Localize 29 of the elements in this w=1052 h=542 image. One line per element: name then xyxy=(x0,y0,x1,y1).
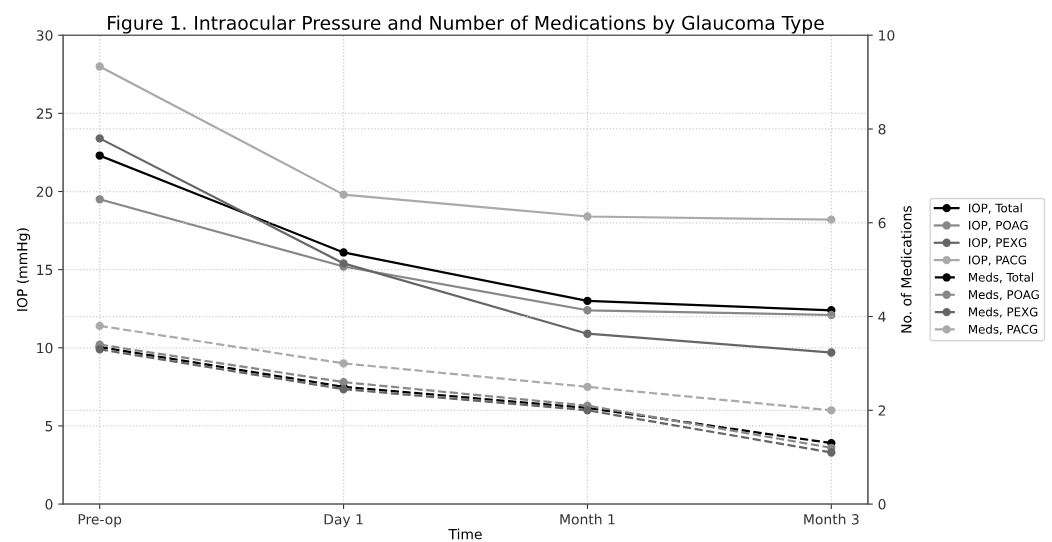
legend-label: Meds, POAG xyxy=(969,289,1039,301)
y-tick-label: 10 xyxy=(37,342,53,354)
legend-label: IOP, Total xyxy=(969,203,1022,214)
y-tick-label: 25 xyxy=(36,108,53,119)
y2-axis-title: No. of Medications xyxy=(900,206,912,333)
y-tick-label: 0 xyxy=(45,499,53,510)
y2-tick-label: 10 xyxy=(879,30,895,41)
x-axis-title: Time xyxy=(448,528,482,540)
legend-label: Meds, Total xyxy=(969,272,1033,283)
legend-label: IOP, POAG xyxy=(969,220,1028,231)
y-tick-label: 20 xyxy=(36,186,53,197)
x-tick-label: Month 1 xyxy=(560,513,615,525)
y2-tick-label: 0 xyxy=(878,499,886,510)
y2-tick-label: 2 xyxy=(878,405,886,416)
y2-tick-label: 8 xyxy=(878,123,886,135)
chart-title: Figure 1. Intraocular Pressure and Number of Medications by Glaucoma Type xyxy=(108,15,824,34)
y2-tick-label: 6 xyxy=(878,217,886,229)
y-tick-label: 30 xyxy=(36,30,53,41)
y-tick-label: 5 xyxy=(45,421,53,432)
y2-tick-label: 4 xyxy=(878,311,886,322)
x-tick-label: Day 1 xyxy=(324,514,363,528)
legend-label: Meds, PEXG xyxy=(969,307,1038,318)
y-axis-title: IOP (mmHg) xyxy=(16,228,31,311)
legend-label: IOP, PEXG xyxy=(969,238,1027,249)
y-tick-label: 15 xyxy=(37,264,53,276)
legend-label: IOP, PACG xyxy=(969,255,1026,266)
x-tick-label: Pre-op xyxy=(78,514,122,528)
x-tick-label: Month 3 xyxy=(804,513,859,525)
legend-label: Meds, PACG xyxy=(969,324,1038,335)
